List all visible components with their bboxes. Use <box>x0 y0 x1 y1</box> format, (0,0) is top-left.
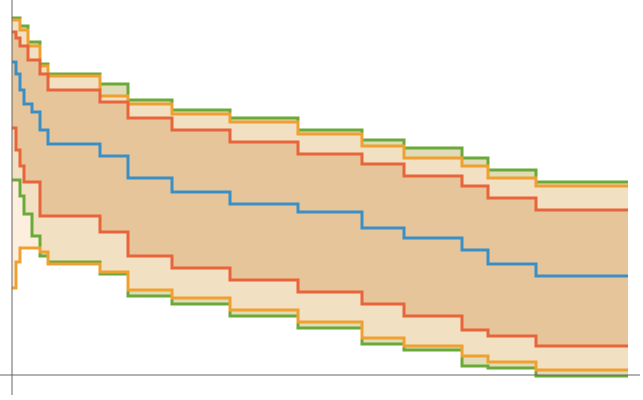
band-lower-line <box>12 178 628 378</box>
band-upper-line <box>12 18 628 188</box>
band-fills <box>12 18 628 376</box>
band-lower-line <box>12 126 628 348</box>
line <box>12 60 628 278</box>
band-lower-line <box>12 246 628 372</box>
band-upper-line <box>12 30 628 212</box>
lines <box>12 16 628 378</box>
band-fill <box>12 32 628 346</box>
